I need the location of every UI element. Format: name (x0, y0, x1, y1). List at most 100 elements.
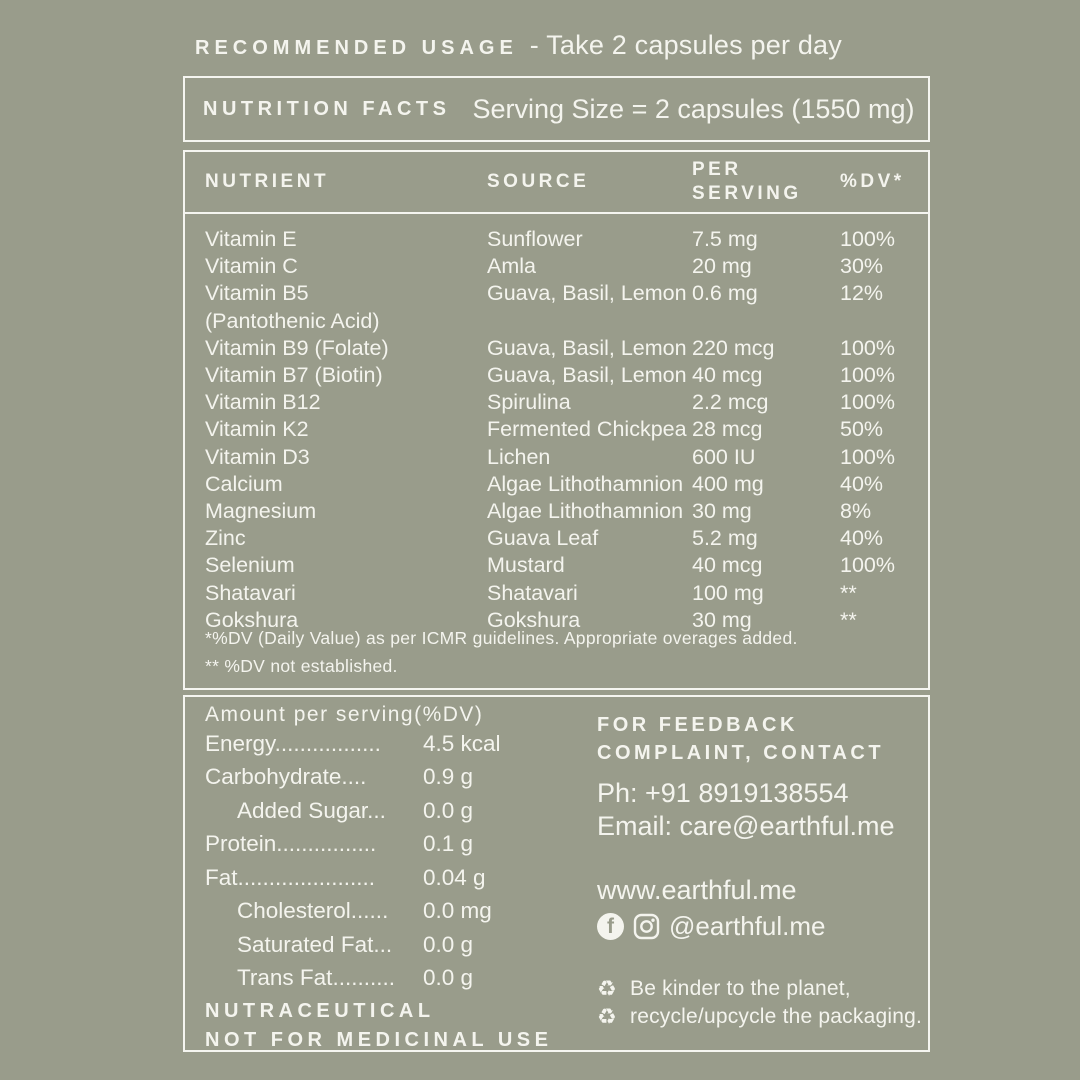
source-cell: Guava, Basil, Lemon (487, 281, 687, 306)
amount-value: 0.04 g (423, 864, 486, 890)
nutrient-row: Zinc Guava Leaf 5.2 mg 40% (205, 525, 908, 552)
social-handle: @earthful.me (669, 911, 826, 941)
amount-value: 0.0 mg (423, 898, 492, 924)
per-serving-cell: 5.2 mg (692, 526, 758, 551)
recommended-usage: RECOMMENDED USAGE - Take 2 capsules per … (195, 30, 842, 61)
amounts-rows: Energy................. 4.5 kcal Carbohy… (205, 727, 585, 995)
nutrient-cell: Vitamin D3 (205, 444, 310, 469)
table-body: Vitamin E Sunflower 7.5 mg 100% Vitamin … (185, 214, 928, 634)
instagram-icon (633, 913, 660, 940)
nutrient-row: Vitamin B5 (Pantothenic Acid) Guava, Bas… (205, 280, 908, 334)
nutrient-row: Vitamin B7 (Biotin) Guava, Basil, Lemon … (205, 362, 908, 389)
dv-cell: 40% (840, 526, 884, 551)
amount-value: 4.5 kcal (423, 730, 501, 756)
amount-row: Carbohydrate.... 0.9 g (205, 761, 585, 795)
amount-row: Energy................. 4.5 kcal (205, 727, 585, 761)
amount-label: Protein................ (205, 831, 377, 857)
amount-row: Protein................ 0.1 g (205, 828, 585, 862)
dv-cell: 100% (840, 444, 895, 469)
amount-value: 0.1 g (423, 831, 474, 857)
dv-cell: 8% (840, 499, 872, 524)
amounts-panel: Amount per serving(%DV) Energy..........… (205, 702, 585, 1051)
dv-cell: 100% (840, 335, 895, 360)
amount-row: Added Sugar... 0.0 g (205, 794, 585, 828)
phone-number: Ph: +91 8919138554 (597, 778, 849, 808)
per-serving-cell: 7.5 mg (692, 227, 758, 251)
recycle-icon: ♻ (597, 976, 617, 1001)
nutrient-row: Shatavari Shatavari 100 mg ** (205, 580, 908, 607)
table-header-per-serving: PER SERVING (692, 159, 802, 204)
facebook-icon: f (597, 913, 624, 940)
bottom-info-box: Amount per serving(%DV) Energy..........… (183, 695, 930, 1052)
nutrient-row: Vitamin C Amla 20 mg 30% (205, 253, 908, 280)
nutrient-cell: Magnesium (205, 499, 317, 524)
per-serving-cell: 2.2 mcg (692, 390, 769, 415)
nutrient-cell: Calcium (205, 471, 283, 496)
source-cell: Algae Lithothamnion (487, 499, 684, 524)
contact-panel: FOR FEEDBACK COMPLAINT, CONTACT Ph: +91 … (597, 711, 927, 1031)
nutrient-cell: Vitamin K2 (205, 417, 309, 442)
nutrient-row: Vitamin E Sunflower 7.5 mg 100% (205, 226, 908, 253)
nutrient-cell: Vitamin B7 (Biotin) (205, 363, 383, 388)
source-cell: Guava, Basil, Lemon (487, 335, 687, 360)
amount-label: Energy................. (205, 730, 381, 756)
disclaimer-line-2: NOT FOR MEDICINAL USE (205, 1028, 553, 1051)
contact-heading: FOR FEEDBACK COMPLAINT, CONTACT (597, 711, 927, 767)
nutrient-cell: Vitamin B12 (205, 390, 321, 415)
nutrient-cell: Shatavari (205, 580, 296, 605)
nutraceutical-disclaimer: NUTRACEUTICAL NOT FOR MEDICINAL USE (205, 997, 585, 1051)
per-serving-cell: 30 mg (692, 499, 752, 524)
website-url: www.earthful.me (597, 875, 797, 905)
source-cell: Guava Leaf (487, 526, 599, 551)
eco-text-line1: Be kinder to the planet, (630, 977, 851, 1000)
table-header-nutrient: NUTRIENT (205, 171, 330, 192)
footnote-dv-not-established: ** %DV not established. (205, 656, 398, 676)
dv-cell: 100% (840, 390, 895, 415)
amount-row: Cholesterol...... 0.0 mg (205, 895, 585, 929)
eco-text-line2: recycle/upcycle the packaging. (630, 1005, 922, 1028)
per-serving-cell: 400 mg (692, 471, 764, 496)
table-header-source: SOURCE (487, 171, 590, 192)
recommended-usage-text: - Take 2 capsules per day (529, 30, 842, 60)
contact-heading-line2: COMPLAINT, CONTACT (597, 742, 885, 764)
table-header-dv: %DV* (840, 171, 905, 192)
nutrient-row: Magnesium Algae Lithothamnion 30 mg 8% (205, 498, 908, 525)
amount-row: Trans Fat.......... 0.0 g (205, 962, 585, 996)
disclaimer-line-1: NUTRACEUTICAL (205, 1000, 435, 1022)
dv-cell: 100% (840, 363, 895, 388)
amounts-heading: Amount per serving(%DV) (205, 703, 484, 726)
nutrient-row: Calcium Algae Lithothamnion 400 mg 40% (205, 471, 908, 498)
nutrient-cell: Vitamin C (205, 254, 298, 279)
source-cell: Guava, Basil, Lemon (487, 363, 687, 388)
source-cell: Spirulina (487, 390, 571, 415)
nutrient-row: Vitamin B12 Spirulina 2.2 mcg 100% (205, 389, 908, 416)
footnote-dv-guidelines: *%DV (Daily Value) as per ICMR guideline… (205, 628, 798, 648)
dv-cell: ** (840, 607, 857, 632)
source-cell: Fermented Chickpea (487, 417, 687, 442)
nutrition-facts-title: NUTRITION FACTS (203, 97, 451, 120)
amount-value: 0.0 g (423, 965, 474, 991)
dv-cell: ** (840, 580, 857, 605)
nutrient-cell: Zinc (205, 526, 246, 551)
per-serving-cell: 0.6 mg (692, 281, 758, 306)
dv-cell: 40% (840, 471, 884, 496)
per-serving-cell: 600 IU (692, 444, 756, 469)
amount-label: Carbohydrate.... (205, 764, 367, 790)
nutrient-cell: Vitamin B9 (Folate) (205, 335, 389, 360)
contact-lines: Ph: +91 8919138554 Email: care@earthful.… (597, 777, 927, 843)
dv-cell: 50% (840, 417, 884, 442)
per-serving-cell: 20 mg (692, 254, 752, 279)
source-cell: Amla (487, 254, 536, 279)
amount-label: Trans Fat.......... (237, 965, 395, 991)
dv-cell: 12% (840, 281, 884, 306)
nutrient-cell: Vitamin E (205, 227, 297, 251)
source-cell: Algae Lithothamnion (487, 471, 684, 496)
social-row: f @earthful.me (597, 911, 927, 942)
nutrient-row: Vitamin D3 Lichen 600 IU 100% (205, 444, 908, 471)
amount-value: 0.0 g (423, 797, 474, 823)
nutrient-cell: Gokshura (205, 607, 299, 632)
amount-label: Cholesterol...... (237, 898, 389, 924)
source-cell: Lichen (487, 444, 551, 469)
per-serving-cell: 28 mcg (692, 417, 763, 442)
